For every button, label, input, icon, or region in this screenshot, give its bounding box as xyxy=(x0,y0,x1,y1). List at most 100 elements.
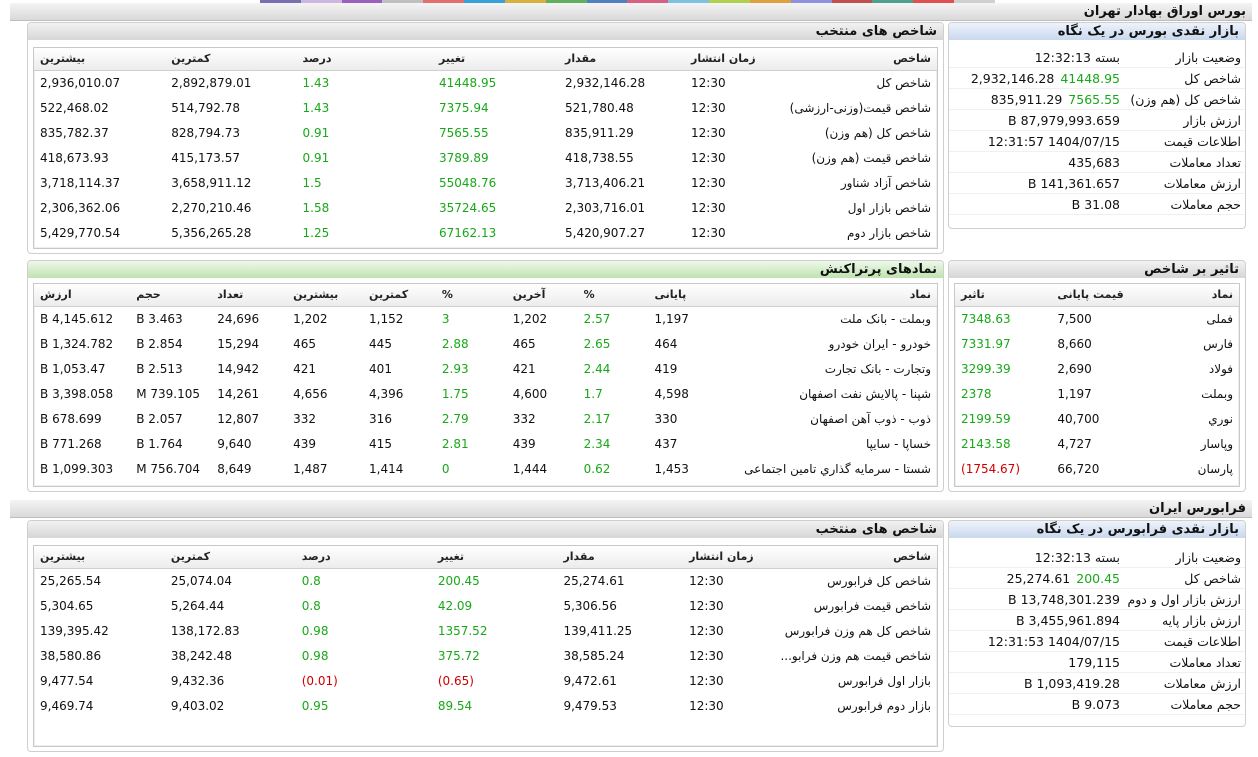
row-label-cell[interactable]: شاخص کل (هم وزن) xyxy=(824,125,931,140)
glance-label: اطلاعات قیمت xyxy=(1163,133,1241,149)
column-header[interactable]: مقدار xyxy=(559,48,685,71)
column-header[interactable]: درصد xyxy=(295,546,432,569)
table-row[interactable]: شاخص قیمت فرابورس 12:30 5,306.56 42.09 0.8 5,… xyxy=(34,593,937,618)
row-label-cell[interactable]: شاخص کل xyxy=(876,75,931,90)
table-row[interactable]: شاخص بازار اول 12:30 2,303,716.01 35724.65 1… xyxy=(34,195,937,220)
column-header[interactable]: بیشترین xyxy=(287,284,364,307)
row-label-cell[interactable]: ذوب - ذوب آهن اصفهان xyxy=(810,411,931,426)
row-label-cell[interactable]: بازار اول فرابورس xyxy=(837,673,931,688)
table-row[interactable]: خودرو - ایران خودرو 464 2.65 465 2.88 445 465 1… xyxy=(34,331,937,356)
column-header[interactable]: شاخص xyxy=(766,546,937,569)
table-cell: 316 xyxy=(369,411,392,426)
row-label-cell[interactable]: شپنا - پالایش نفت اصفهان xyxy=(799,386,931,401)
table-cell: 139,411.25 xyxy=(563,623,633,638)
column-header[interactable]: بیشترین xyxy=(34,48,166,71)
column-header[interactable]: % xyxy=(577,284,649,307)
table-row[interactable]: ذوب - ذوب آهن اصفهان 330 2.17 332 2.79 316 332… xyxy=(34,406,937,431)
row-label-cell[interactable]: بازار دوم فرابورس xyxy=(837,698,931,713)
glance-label: ارزش بازار xyxy=(1183,112,1241,128)
column-header[interactable]: زمان انتشار xyxy=(685,48,769,71)
row-label-cell[interactable]: خساپا - سایپا xyxy=(865,436,931,451)
table-cell: 12:30 xyxy=(689,698,724,713)
row-label-cell[interactable]: فملی xyxy=(1206,311,1233,326)
table-cell: 2.34 xyxy=(583,436,611,451)
table-cell: 5,420,907.27 xyxy=(565,225,646,240)
glance-label: تعداد معاملات xyxy=(1169,154,1241,170)
table-cell: 1357.52 xyxy=(437,623,488,638)
table-row[interactable]: فملی 7,500 7348.63 xyxy=(955,306,1239,331)
row-label-cell[interactable]: شاخص کل هم وزن فرابورس xyxy=(784,623,931,638)
row-label-cell[interactable]: شاخص قیمت هم وزن فرابو... xyxy=(780,648,931,663)
column-header[interactable]: تاثیر xyxy=(955,284,1052,307)
glance-value: 141,361.657 B xyxy=(1027,175,1120,191)
row-label-cell[interactable]: شاخص کل فرابورس xyxy=(827,573,931,588)
table-row[interactable]: نوري 40,700 2199.59 xyxy=(955,406,1239,431)
row-label-cell[interactable]: وپاسار xyxy=(1200,436,1233,451)
table-row[interactable]: شاخص آزاد شناور 12:30 3,713,406.21 55048.76… xyxy=(34,170,937,195)
column-header[interactable]: کمترین xyxy=(165,48,297,71)
impact-table-wrap: نماد قیمت پایانی تاثیر فملی 7,500 7348.63 فارس… xyxy=(954,283,1240,487)
column-header[interactable]: تغییر xyxy=(431,546,558,569)
column-header[interactable]: بیشترین xyxy=(34,546,165,569)
table-row[interactable]: شاخص کل هم وزن فرابورس 12:30 139,411.25 135… xyxy=(34,618,937,643)
table-row[interactable]: شپنا - پالایش نفت اصفهان 4,598 1.7 4,600 1.7… xyxy=(34,381,937,406)
table-row[interactable]: فولاد 2,690 3299.39 xyxy=(955,356,1239,381)
row-label-cell[interactable]: شاخص قیمت (هم وزن) xyxy=(811,150,931,165)
row-label-cell[interactable]: شستا - سرمایه گذاري تامین اجتماعی xyxy=(744,461,931,476)
column-header[interactable]: کمترین xyxy=(363,284,436,307)
column-header[interactable]: آخرین xyxy=(506,284,578,307)
column-header[interactable]: درصد xyxy=(296,48,433,71)
table-row[interactable]: وپاسار 4,727 2143.58 xyxy=(955,431,1239,456)
row-label-cell[interactable]: نوري xyxy=(1208,411,1233,426)
table-row[interactable]: شستا - سرمایه گذاري تامین اجتماعی 1,453 0.… xyxy=(34,456,937,481)
table-row[interactable]: وبملت 1,197 2378 xyxy=(955,381,1239,406)
table-row[interactable]: شاخص کل (هم وزن) 12:30 835,911.29 7565.55 0.… xyxy=(34,120,937,145)
table-row[interactable]: وتجارت - بانک تجارت 419 2.44 421 2.93 401 421 1… xyxy=(34,356,937,381)
column-header[interactable]: شاخص xyxy=(769,48,937,71)
row-label-cell[interactable]: وتجارت - بانک تجارت xyxy=(824,361,931,376)
table-cell: 2,303,716.01 xyxy=(565,200,646,215)
strip-segment xyxy=(382,0,424,3)
row-label-cell[interactable]: شاخص بازار اول xyxy=(847,200,931,215)
table-cell: 465 xyxy=(293,336,317,351)
row-label-cell[interactable]: شاخص آزاد شناور xyxy=(840,175,931,190)
row-label-cell[interactable]: فارس xyxy=(1203,336,1233,351)
table-row[interactable]: پارسان 66,720 (1754.67) xyxy=(955,456,1239,481)
table-row[interactable]: بازار دوم فرابورس 12:30 9,479.53 89.54 0.95 9… xyxy=(34,693,937,718)
column-header[interactable]: مقدار xyxy=(557,546,684,569)
row-label-cell[interactable]: وبملت - بانک ملت xyxy=(840,311,931,326)
column-header[interactable]: زمان انتشار xyxy=(683,546,767,569)
row-label-cell[interactable]: فولاد xyxy=(1208,361,1233,376)
row-label-cell[interactable]: وبملت xyxy=(1201,386,1233,401)
table-row[interactable]: فارس 8,660 7331.97 xyxy=(955,331,1239,356)
row-label-cell[interactable]: شاخص قیمت فرابورس xyxy=(813,598,931,613)
table-row[interactable]: شاخص قیمت(وزنی-ارزشی) 12:30 521,780.48 7375… xyxy=(34,95,937,120)
column-header[interactable]: تعداد xyxy=(211,284,288,307)
column-header[interactable]: پایانی xyxy=(648,284,720,307)
table-row[interactable]: بازار اول فرابورس 12:30 9,472.61 (0.65) (0.0… xyxy=(34,668,937,693)
row-label-cell[interactable]: پارسان xyxy=(1197,461,1233,476)
column-header[interactable]: قیمت پایانی xyxy=(1051,284,1148,307)
table-cell: 0.95 xyxy=(301,698,329,713)
table-row[interactable]: شاخص قیمت (هم وزن) 12:30 418,738.55 3789.89… xyxy=(34,145,937,170)
column-header[interactable]: % xyxy=(435,284,507,307)
column-header[interactable]: حجم xyxy=(130,284,212,307)
table-cell: 2.057 B xyxy=(136,411,183,426)
table-cell: 67162.13 xyxy=(439,225,497,240)
row-label-cell[interactable]: شاخص قیمت(وزنی-ارزشی) xyxy=(789,100,931,115)
table-row[interactable]: شاخص کل 12:30 2,932,146.28 41448.95 1.43 2,89… xyxy=(34,70,937,95)
table-row[interactable]: شاخص بازار دوم 12:30 5,420,907.27 67162.13 1… xyxy=(34,220,937,245)
table-row[interactable]: شاخص کل فرابورس 12:30 25,274.61 200.45 0.8 25… xyxy=(34,568,937,593)
table-row[interactable]: وبملت - بانک ملت 1,197 2.57 1,202 3 1,152 1,20… xyxy=(34,306,937,331)
table-cell: 415 xyxy=(369,436,392,451)
row-label-cell[interactable]: شاخص بازار دوم xyxy=(847,225,931,240)
table-row[interactable]: شاخص قیمت هم وزن فرابو... 12:30 38,585.24 3… xyxy=(34,643,937,668)
column-header[interactable]: کمترین xyxy=(164,546,296,569)
column-header[interactable]: نماد xyxy=(1147,284,1239,307)
busiest-title: نمادهای پرتراکنش xyxy=(28,261,943,278)
column-header[interactable]: نماد xyxy=(719,284,937,307)
table-row[interactable]: خساپا - سایپا 437 2.34 439 2.81 415 439 9,640 1.… xyxy=(34,431,937,456)
column-header[interactable]: تغییر xyxy=(433,48,559,71)
column-header[interactable]: ارزش xyxy=(34,284,131,307)
row-label-cell[interactable]: خودرو - ایران خودرو xyxy=(828,336,931,351)
